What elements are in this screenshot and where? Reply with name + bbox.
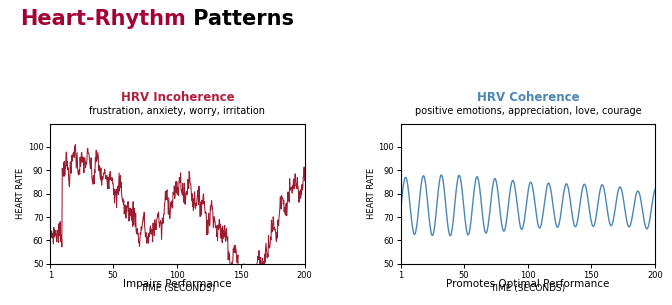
- Text: Promotes Optimal Performance: Promotes Optimal Performance: [446, 279, 610, 289]
- Text: Heart-Rhythm: Heart-Rhythm: [20, 9, 186, 29]
- Y-axis label: HEART RATE: HEART RATE: [367, 168, 376, 219]
- Text: Heart-Rhythm: Heart-Rhythm: [20, 9, 186, 29]
- Text: HRV Coherence: HRV Coherence: [477, 91, 579, 104]
- Text: Impairs Performance: Impairs Performance: [123, 279, 232, 289]
- Text: positive emotions, appreciation, love, courage: positive emotions, appreciation, love, c…: [415, 106, 642, 116]
- Text: HRV Incoherence: HRV Incoherence: [121, 91, 235, 104]
- Text: frustration, anxiety, worry, irritation: frustration, anxiety, worry, irritation: [89, 106, 265, 116]
- Y-axis label: HEART RATE: HEART RATE: [16, 168, 25, 219]
- X-axis label: TIME (SECONDS): TIME (SECONDS): [491, 284, 566, 293]
- Text: Patterns: Patterns: [186, 9, 294, 29]
- X-axis label: TIME (SECONDS): TIME (SECONDS): [140, 284, 215, 293]
